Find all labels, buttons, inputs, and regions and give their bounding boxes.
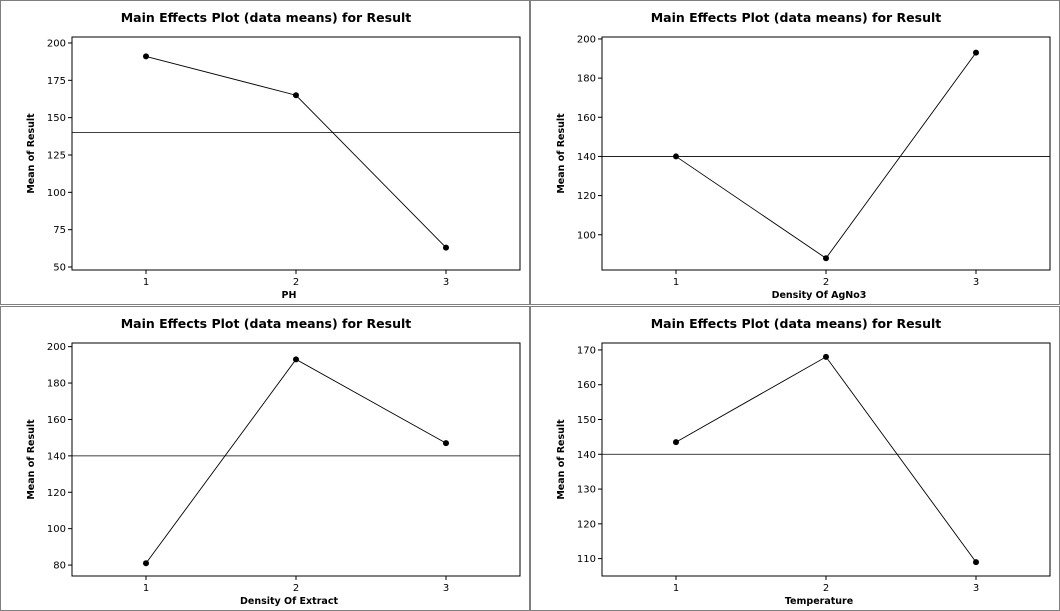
data-point [443,440,449,447]
y-axis-label: Mean of Result [26,419,37,500]
x-tick-label: 3 [973,277,979,288]
x-tick-label: 1 [673,277,679,288]
y-tick-label: 130 [577,485,596,496]
y-tick-label: 200 [577,34,596,45]
chart-svg: Main Effects Plot (data means) for Resul… [556,316,1051,607]
x-tick-label: 1 [673,583,679,594]
data-point [673,153,679,160]
chart-title: Main Effects Plot (data means) for Resul… [651,10,942,25]
y-tick-label: 125 [47,150,66,161]
main-effects-panel-agno3: Main Effects Plot (data means) for Resul… [530,0,1060,305]
chart-title: Main Effects Plot (data means) for Resul… [121,10,412,25]
x-tick-label: 3 [973,583,979,594]
y-tick-label: 100 [47,188,66,199]
y-tick-label: 140 [577,152,596,163]
y-tick-label: 200 [47,38,66,49]
data-point [673,439,679,446]
x-tick-label: 2 [823,583,829,594]
main-effects-panel-temperature: Main Effects Plot (data means) for Resul… [530,306,1060,611]
y-tick-label: 160 [577,113,596,124]
y-tick-label: 160 [47,415,66,426]
x-axis-label: Density Of Extract [240,596,338,607]
data-point [973,49,979,56]
y-tick-label: 110 [577,554,596,565]
y-tick-label: 200 [47,342,66,353]
plot-area [71,36,521,271]
data-point [823,255,829,262]
y-tick-label: 50 [53,263,66,274]
y-tick-label: 140 [577,450,596,461]
x-axis-label: Density Of AgNo3 [772,290,867,301]
main-effects-panel-extract: Main Effects Plot (data means) for Resul… [0,306,530,611]
x-tick-label: 2 [823,277,829,288]
data-point [143,53,149,60]
y-tick-label: 100 [577,230,596,241]
data-point [143,560,149,567]
data-point [973,559,979,566]
plot-area [601,342,1051,577]
data-point [823,353,829,360]
x-tick-label: 3 [443,583,449,594]
plot-area [71,342,521,577]
y-axis-label: Mean of Result [556,113,567,194]
chart-svg: Main Effects Plot (data means) for Resul… [556,10,1051,301]
y-tick-label: 120 [577,191,596,202]
y-tick-label: 120 [47,488,66,499]
y-tick-label: 80 [53,561,66,572]
y-tick-label: 140 [47,451,66,462]
plot-area [601,36,1051,271]
y-tick-label: 75 [53,225,66,236]
x-tick-label: 2 [293,277,299,288]
x-axis-label: PH [282,290,297,301]
x-tick-label: 1 [143,583,149,594]
x-axis-label: Temperature [785,596,853,607]
y-axis-label: Mean of Result [556,419,567,500]
x-tick-label: 2 [293,583,299,594]
chart-title: Main Effects Plot (data means) for Resul… [121,316,412,331]
y-axis-label: Mean of Result [26,113,37,194]
data-point [443,244,449,251]
y-tick-label: 180 [577,74,596,85]
chart-svg: Main Effects Plot (data means) for Resul… [26,10,521,301]
y-tick-label: 160 [577,380,596,391]
chart-title: Main Effects Plot (data means) for Resul… [651,316,942,331]
y-tick-label: 180 [47,379,66,390]
y-tick-label: 175 [47,76,66,87]
main-effects-panel-ph: Main Effects Plot (data means) for Resul… [0,0,530,305]
y-tick-label: 150 [47,113,66,124]
x-tick-label: 3 [443,277,449,288]
chart-svg: Main Effects Plot (data means) for Resul… [26,316,521,607]
y-tick-label: 120 [577,519,596,530]
y-tick-label: 150 [577,415,596,426]
y-tick-label: 100 [47,524,66,535]
data-point [293,356,299,363]
y-tick-label: 170 [577,345,596,356]
data-point [293,92,299,99]
x-tick-label: 1 [143,277,149,288]
